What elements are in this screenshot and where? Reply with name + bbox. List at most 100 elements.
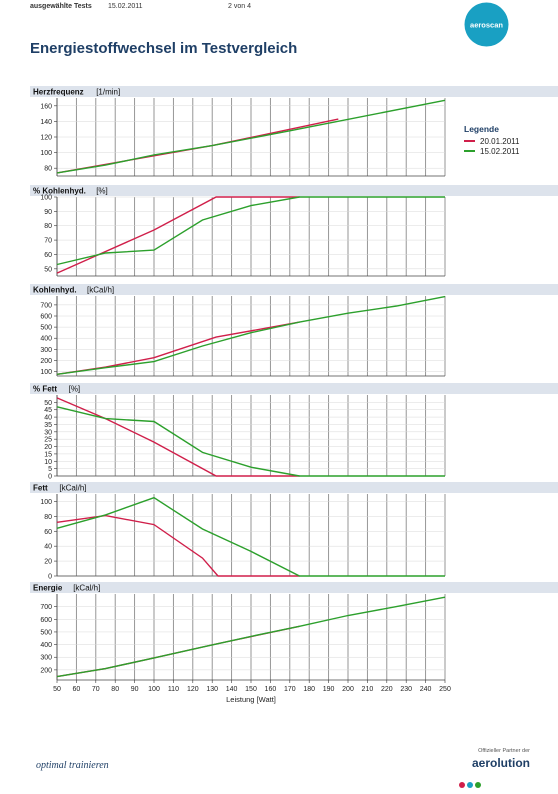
chart-title: Herzfrequenz	[33, 88, 84, 97]
y-tick-label: 160	[40, 103, 52, 110]
chart-unit: [%]	[69, 385, 81, 394]
legend-title: Legende	[464, 124, 499, 134]
partner-caption: Offizieller Partner der	[478, 748, 530, 754]
partner-dots-icon	[459, 782, 481, 788]
y-tick-label: 60	[44, 252, 52, 259]
y-tick-label: 80	[44, 166, 52, 173]
x-tick-label: 160	[265, 686, 277, 693]
header-date: 15.02.2011	[108, 3, 143, 10]
partner-block: Offizieller Partner der aerolution	[450, 748, 530, 770]
chart-panel-3: Kohlenhyd. [kCal/h] 100 200 300 400 500 600 700	[30, 284, 558, 377]
chart-title: % Kohlenhyd.	[33, 187, 86, 196]
x-tick-label: 200	[342, 686, 354, 693]
y-tick-label: 100	[40, 369, 52, 376]
chart-unit: [kCal/h]	[87, 286, 114, 295]
series-line-green	[56, 596, 446, 678]
chart-header-band	[30, 582, 558, 593]
y-tick-label: 80	[44, 514, 52, 521]
legend-item-2: 15.02.2011	[464, 146, 519, 156]
y-tick-label: 700	[40, 604, 52, 611]
y-tick-label: 20	[44, 559, 52, 566]
series-line-red	[56, 397, 300, 477]
y-tick-label: 400	[40, 642, 52, 649]
x-tick-label: 60	[73, 686, 81, 693]
y-tick-label: 600	[40, 617, 52, 624]
y-tick-label: 45	[44, 407, 52, 414]
chart-title: % Fett	[33, 385, 57, 394]
chart-unit: [1/min]	[96, 88, 120, 97]
chart-panel-1: Herzfrequenz [1/min] 80 100 120 140 160	[30, 86, 558, 177]
y-tick-label: 20	[44, 444, 52, 451]
y-tick-label: 90	[44, 209, 52, 216]
chart-unit: [kCal/h]	[73, 584, 100, 593]
x-tick-label: 220	[381, 686, 393, 693]
x-tick-label: 100	[148, 686, 160, 693]
series-line-green	[56, 99, 446, 174]
series-line-green	[56, 295, 446, 375]
legend-label-2: 15.02.2011	[480, 146, 520, 156]
svg-text:aeroscan: aeroscan	[470, 21, 503, 30]
legend: Legende 20.01.2011 15.02.2011	[464, 124, 519, 156]
y-tick-label: 140	[40, 119, 52, 126]
series-line-red	[56, 118, 339, 174]
y-tick-label: 100	[40, 150, 52, 157]
aeroscan-logo: aeroscan	[464, 2, 509, 47]
y-tick-label: 15	[44, 451, 52, 458]
y-tick-label: 35	[44, 422, 52, 429]
chart-title: Fett	[33, 484, 48, 493]
y-tick-label: 80	[44, 223, 52, 230]
x-tick-label: 230	[400, 686, 412, 693]
chart-panel-5: Fett [kCal/h] 0 20 40 60 80 100	[30, 482, 558, 581]
y-tick-label: 200	[40, 358, 52, 365]
y-tick-label: 300	[40, 347, 52, 354]
x-tick-label: 70	[92, 686, 100, 693]
y-tick-label: 40	[44, 415, 52, 422]
x-tick-label: 240	[420, 686, 432, 693]
chart-header-band	[30, 185, 558, 196]
x-tick-label: 120	[187, 686, 199, 693]
y-tick-label: 30	[44, 429, 52, 436]
y-tick-label: 10	[44, 459, 52, 466]
y-tick-label: 60	[44, 529, 52, 536]
y-tick-label: 120	[40, 135, 52, 142]
x-tick-label: 190	[323, 686, 335, 693]
header-doc-label: ausgewählte Tests	[30, 3, 92, 10]
y-tick-label: 500	[40, 629, 52, 636]
series-line-green	[56, 406, 445, 477]
y-tick-label: 100	[40, 195, 52, 202]
legend-swatch-red	[464, 140, 475, 142]
header-page-number: 2 von 4	[228, 3, 251, 10]
y-tick-label: 100	[40, 499, 52, 506]
chart-panel-6: Energie [kCal/h] 200 300 400 500 600 700 50 60 70 8…	[30, 582, 558, 704]
x-tick-label: 150	[245, 686, 257, 693]
y-tick-label: 5	[48, 466, 52, 473]
x-tick-label: 210	[362, 686, 374, 693]
partner-brand: aerolution	[471, 756, 530, 770]
y-tick-label: 25	[44, 437, 52, 444]
chart-header-band	[30, 383, 558, 394]
x-tick-label: 250	[439, 686, 451, 693]
x-tick-label: 80	[111, 686, 119, 693]
x-tick-label: 90	[131, 686, 139, 693]
series-line-green	[56, 196, 445, 266]
page-title: Energiestoffwechsel im Testvergleich	[30, 40, 298, 57]
y-tick-label: 0	[48, 474, 52, 481]
y-tick-label: 50	[44, 400, 52, 407]
y-tick-label: 200	[40, 667, 52, 674]
chart-unit: [kCal/h]	[59, 484, 86, 493]
x-tick-label: 180	[303, 686, 315, 693]
legend-label-1: 20.01.2011	[480, 136, 520, 146]
x-tick-label: 110	[168, 686, 179, 693]
chart-header-band	[30, 482, 558, 493]
x-tick-label: 170	[284, 686, 296, 693]
y-tick-label: 0	[48, 574, 52, 581]
x-tick-label: 50	[53, 686, 61, 693]
chart-title: Kohlenhyd.	[33, 286, 77, 295]
y-tick-label: 50	[44, 266, 52, 273]
x-axis-title: Leistung [Watt]	[226, 695, 276, 704]
y-tick-label: 300	[40, 655, 52, 662]
series-line-green	[56, 496, 445, 577]
chart-title: Energie	[33, 584, 63, 593]
